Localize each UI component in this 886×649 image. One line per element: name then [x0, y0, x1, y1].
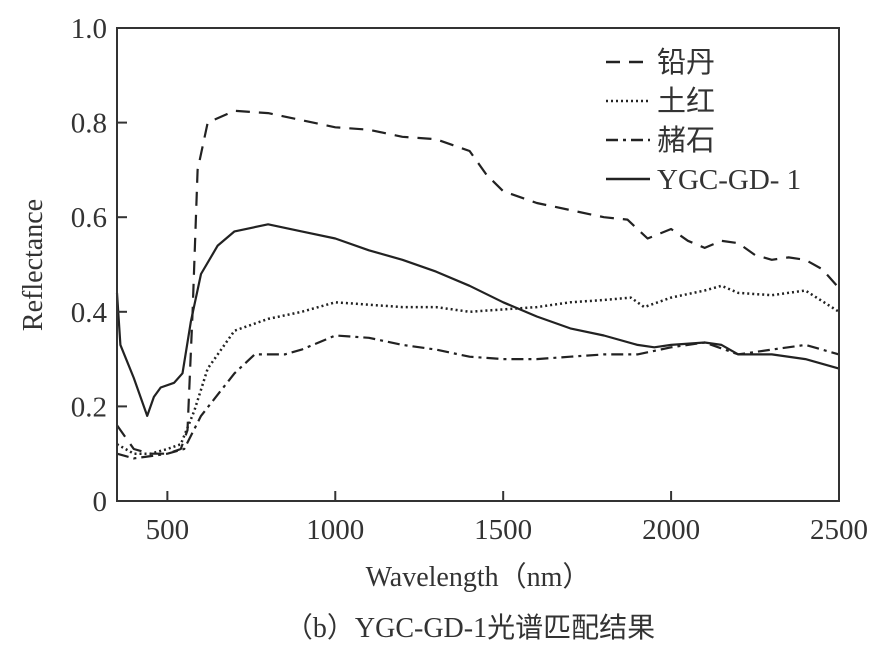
y-tick-label: 1.0 [71, 13, 107, 45]
legend-label: YGC-GD- 1 [657, 164, 801, 196]
y-tick-label: 0.4 [71, 297, 108, 329]
series-line-2 [116, 334, 840, 460]
legend-label: 土红 [657, 85, 715, 118]
x-tick-label: 2000 [642, 514, 700, 546]
y-axis-label: Reflectance [18, 199, 49, 331]
y-tick-label: 0.8 [71, 108, 107, 140]
figure-caption: （b）YGC-GD-1光谱匹配结果 [285, 612, 655, 644]
legend-label: 铅丹 [657, 46, 715, 79]
x-axis-label: Wavelength（nm） [366, 561, 591, 593]
x-axis: 500 1000 1500 2000 2500 [146, 491, 868, 546]
x-tick-label: 1500 [474, 514, 532, 546]
x-tick-label: 1000 [306, 514, 364, 546]
series-line-1 [116, 284, 840, 455]
y-tick-label: 0.2 [71, 391, 107, 423]
y-axis: 0 0.2 0.4 0.6 0.8 1.0 [71, 13, 127, 518]
series-lines [115, 109, 840, 460]
x-tick-label: 2500 [810, 514, 868, 546]
plot-frame [116, 27, 840, 502]
legend-label: 赭石 [657, 124, 715, 157]
x-tick-label: 500 [146, 514, 190, 546]
series-line-3 [115, 223, 840, 417]
series-line-0 [116, 109, 840, 455]
y-tick-label: 0.6 [71, 202, 107, 234]
y-tick-label: 0 [93, 486, 108, 518]
